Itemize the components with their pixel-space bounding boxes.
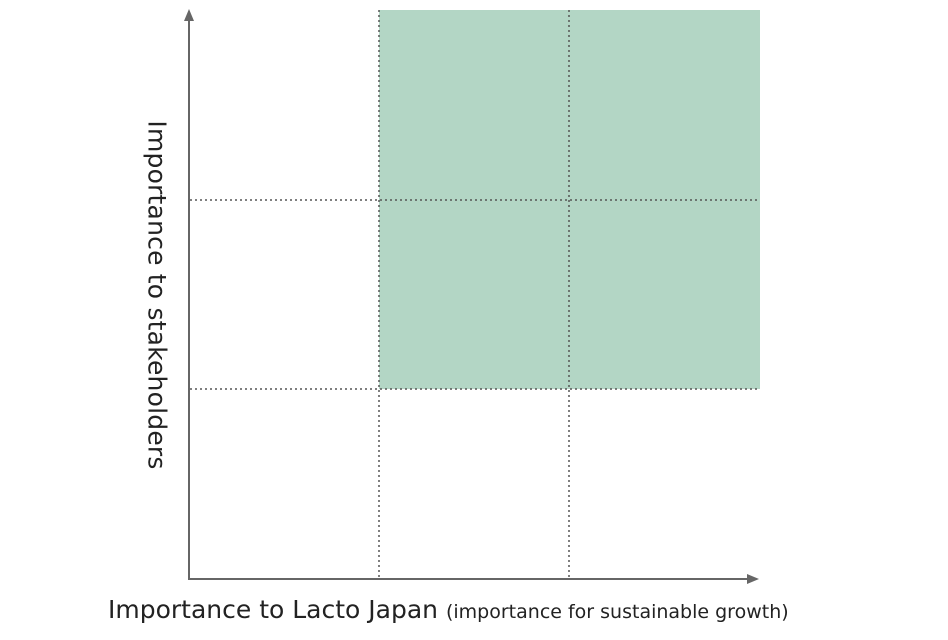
x-axis-label-sub: (importance for sustainable growth) [445, 601, 789, 623]
y-axis-label: Importance to stakeholders [142, 120, 172, 470]
x-axis-label-main: Importance to Lacto Japan [108, 595, 439, 624]
x-axis-label: Importance to Lacto Japan (importance fo… [108, 595, 789, 624]
y-axis-arrow-icon [184, 9, 194, 21]
x-axis-arrow-icon [747, 574, 759, 584]
